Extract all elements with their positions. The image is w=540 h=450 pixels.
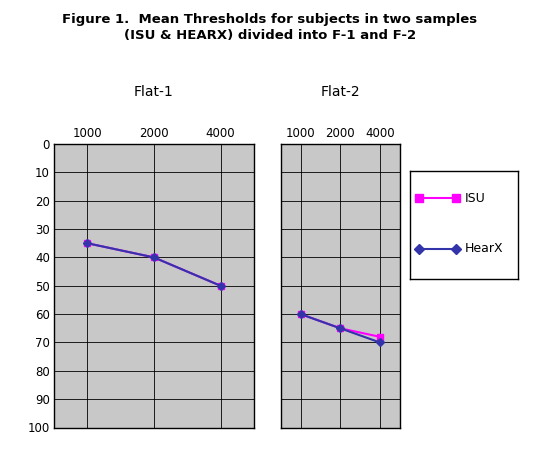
ISU <box>84 240 91 246</box>
Text: Flat-1: Flat-1 <box>134 85 174 99</box>
HearX <box>151 255 157 260</box>
ISU <box>337 326 343 331</box>
ISU <box>298 311 304 317</box>
ISU <box>217 283 224 288</box>
Line: HearX: HearX <box>85 240 223 288</box>
HearX <box>298 311 304 317</box>
HearX <box>376 340 383 345</box>
Line: HearX: HearX <box>298 311 382 345</box>
HearX <box>84 240 91 246</box>
Text: Figure 1.  Mean Thresholds for subjects in two samples
(ISU & HEARX) divided int: Figure 1. Mean Thresholds for subjects i… <box>63 14 477 41</box>
HearX <box>217 283 224 288</box>
Line: ISU: ISU <box>84 240 224 289</box>
Text: ISU: ISU <box>464 192 485 204</box>
Line: ISU: ISU <box>297 310 383 340</box>
HearX <box>337 326 343 331</box>
ISU <box>151 255 157 260</box>
Text: Flat-2: Flat-2 <box>320 85 360 99</box>
Text: HearX: HearX <box>464 242 503 255</box>
ISU <box>376 334 383 339</box>
